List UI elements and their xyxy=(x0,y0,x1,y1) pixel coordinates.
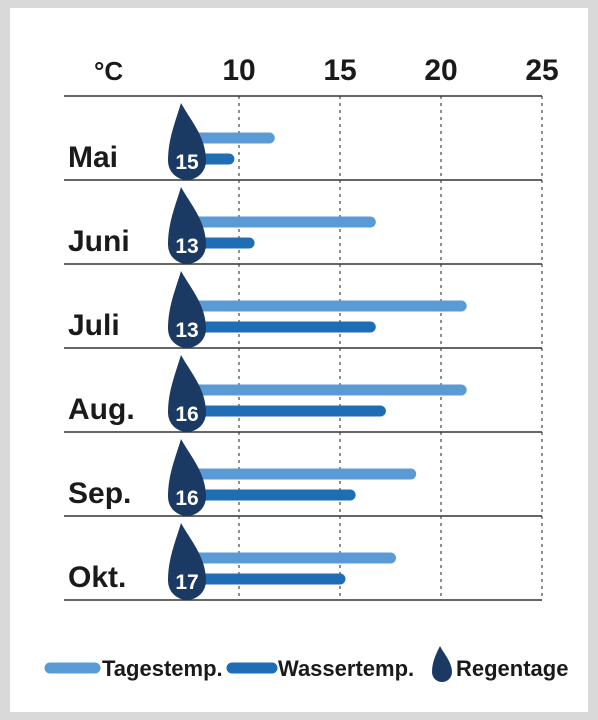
legend-label-tagestemp: Tagestemp. xyxy=(102,656,223,681)
x-tick-label: 25 xyxy=(525,54,558,87)
rain-days-label: 16 xyxy=(175,487,198,510)
legend-label-regentage: Regentage xyxy=(456,656,568,681)
category-label: Mai xyxy=(68,141,118,174)
category-label: Juni xyxy=(68,225,130,258)
chart-card: °C 10 15 20 25 Mai 15 Juni 13 Juli 13 Aug. 16 Sep. 1… xyxy=(10,8,588,712)
rain-days-label: 13 xyxy=(175,319,198,342)
x-tick-label: 15 xyxy=(323,54,356,87)
rows-layer: Mai 15 Juni 13 Juli 13 Aug. 16 Sep. 16 Okt. 17 xyxy=(68,103,467,600)
legend-drop-icon xyxy=(432,646,452,682)
rain-days-label: 13 xyxy=(175,235,198,258)
category-label: Aug. xyxy=(68,393,135,426)
grid-layer: 10 15 20 25 xyxy=(64,54,559,601)
unit-label: °C xyxy=(94,56,123,86)
legend: Tagestemp. Wassertemp. Regentage xyxy=(44,646,568,682)
rain-drop-icon xyxy=(168,271,206,348)
legend-label-wassertemp: Wassertemp. xyxy=(278,656,414,681)
rain-drop-icon xyxy=(168,187,206,264)
x-tick-label: 20 xyxy=(424,54,457,87)
rain-drop-icon xyxy=(168,103,206,180)
x-tick-label: 10 xyxy=(222,54,255,87)
category-label: Juli xyxy=(68,309,120,342)
category-label: Sep. xyxy=(68,477,131,510)
rain-drop-icon xyxy=(168,439,206,516)
category-label: Okt. xyxy=(68,561,126,594)
rain-days-label: 15 xyxy=(175,151,199,174)
rain-days-label: 16 xyxy=(175,403,198,426)
rain-drop-icon xyxy=(168,523,206,600)
rain-days-label: 17 xyxy=(175,571,198,594)
rain-drop-icon xyxy=(168,355,206,432)
